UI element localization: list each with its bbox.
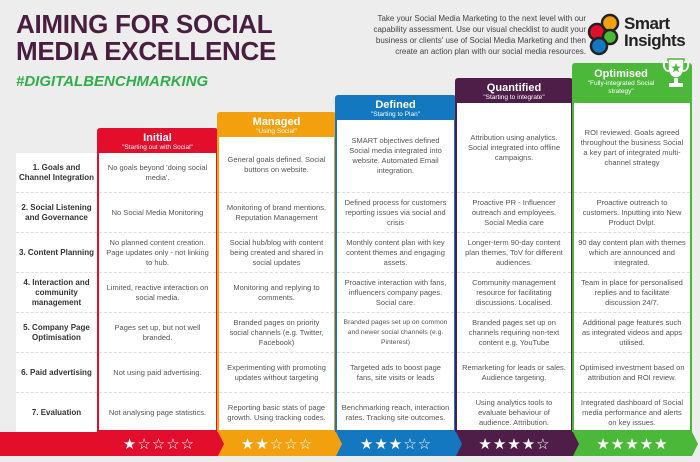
chevron-divider <box>456 432 462 456</box>
star-rating-initial: ★☆☆☆☆ <box>0 432 218 456</box>
star-rating-optimised: ★★★★★ <box>573 432 692 456</box>
level-column-initial: No goals beyond 'doing social media'. No… <box>97 153 218 432</box>
star-rating-defined: ★★★☆☆ <box>336 432 456 456</box>
cell: Monitoring and replying to comments. <box>219 273 334 313</box>
level-name: Optimised <box>594 68 648 80</box>
level-name: Defined <box>375 99 416 111</box>
cell: SMART objectives defined Social media in… <box>337 120 454 193</box>
level-subtitle: "Starting to integrate" <box>483 94 545 101</box>
chevron-divider <box>573 432 579 456</box>
cell: Monthly content plan with key content th… <box>337 233 454 273</box>
row-label: 5. Company Page Optimisation <box>16 313 97 353</box>
page-title: AIMING FOR SOCIAL MEDIA EXCELLENCE <box>16 11 276 65</box>
row-label: 4. Interaction and community management <box>16 273 97 313</box>
row-label: 1. Goals and Channel Integration <box>16 153 97 193</box>
hashtag: #DIGITALBENCHMARKING <box>16 73 209 90</box>
cell: Attribution using analytics. Social inte… <box>457 103 571 193</box>
cell: Experimenting with promoting updates wit… <box>219 353 334 393</box>
trophy-icon <box>662 58 690 87</box>
level-subtitle: "Starting out with Social" <box>122 144 193 151</box>
title-line-1: AIMING FOR SOCIAL <box>16 9 273 39</box>
star-icons: ★★★★☆ <box>478 436 551 453</box>
level-column-defined: SMART objectives defined Social media in… <box>335 120 456 432</box>
cell: Limited, reactive interaction on social … <box>99 273 216 313</box>
star-rating-managed: ★★☆☆☆ <box>218 432 336 456</box>
cell: Branded pages set up on channels requiri… <box>457 313 571 353</box>
row-label: 7. Evaluation <box>31 408 82 417</box>
cell: General goals defined. Social buttons on… <box>219 137 334 193</box>
level-subtitle: "Using Social" <box>256 128 297 135</box>
cell: Proactive PR - Influencer outreach and e… <box>457 193 571 233</box>
star-icons: ★★★★★ <box>596 436 669 453</box>
row-labels: 1. Goals and Channel Integration 2. Soci… <box>16 153 97 432</box>
level-header-quantified: Quantified "Starting to integrate" <box>455 78 573 104</box>
cell: Additional page features such as integra… <box>574 313 690 353</box>
row-label: 3. Content Planning <box>16 233 97 273</box>
star-icons: ★★☆☆☆ <box>240 436 314 453</box>
cell: Defined process for customers reporting … <box>337 193 454 233</box>
chevron-divider <box>336 432 342 456</box>
title-line-2: MEDIA EXCELLENCE <box>16 36 277 66</box>
cell: Integrated dashboard of Social media per… <box>580 397 684 427</box>
logo-text-smart: Smart <box>624 14 670 33</box>
cell: ROI reviewed. Goals agreed throughout th… <box>574 103 690 193</box>
level-name: Managed <box>252 116 301 128</box>
cell: Branded pages set up on common and newer… <box>337 313 454 353</box>
cell: Social hub/blog with content being creat… <box>219 233 334 273</box>
level-subtitle: "Fully-integrated Social strategy" <box>587 80 655 95</box>
level-column-optimised: ROI reviewed. Goals agreed throughout th… <box>572 103 692 432</box>
level-subtitle: "Starting to Plan" <box>370 111 421 118</box>
cell: Not using paid advertising. <box>99 353 216 393</box>
star-icons: ★★★☆☆ <box>359 436 433 453</box>
chevron-divider <box>692 432 698 456</box>
cell: Proactive outreach to customers. Inputti… <box>574 193 690 233</box>
cell: 90 day content plan with themes which ar… <box>574 233 690 273</box>
cell: Targeted ads to boost page fans, site vi… <box>337 353 454 393</box>
level-column-managed: General goals defined. Social buttons on… <box>217 137 336 432</box>
level-column-quantified: Attribution using analytics. Social inte… <box>455 103 573 432</box>
cell: Using analytics tools to evaluate behavi… <box>475 397 553 427</box>
star-icons: ★☆☆☆☆ <box>122 436 196 453</box>
level-header-defined: Defined "Starting to Plan" <box>335 95 456 121</box>
cell: Monitoring of brand mentions. Reputation… <box>219 193 334 233</box>
row-label: 6. Paid advertising <box>16 353 97 393</box>
cell: Not analysing page statistics. <box>108 407 207 417</box>
cell: Longer-term 90-day content plan themes, … <box>457 233 571 273</box>
level-name: Quantified <box>486 82 542 94</box>
intro-text: Take your Social Media Marketing to the … <box>373 14 586 56</box>
level-header-managed: Managed "Using Social" <box>217 112 336 138</box>
cell: Optimised investment based on attributio… <box>574 353 690 393</box>
cell: Remarketing for leads or sales. Audience… <box>457 353 571 393</box>
cell: Reporting basic stats of page growth. Us… <box>227 402 326 422</box>
cell: No goals beyond 'doing social media'. <box>99 153 216 193</box>
cell: Branded pages on priority social channel… <box>219 313 334 353</box>
cell: Pages set up, but not well branded. <box>99 313 216 353</box>
chevron-divider <box>218 432 224 456</box>
star-rating-quantified: ★★★★☆ <box>456 432 573 456</box>
row-label: 2. Social Listening and Governance <box>16 193 97 233</box>
cell: Community management resource for facili… <box>457 273 571 313</box>
cell: No Social Media Monitoring <box>99 193 216 233</box>
logo-text-insights: Insights <box>624 31 686 50</box>
smart-insights-logo: Smart Insights <box>586 12 696 62</box>
level-name: Initial <box>143 132 172 144</box>
cell: Team in place for personalised replies a… <box>574 273 690 313</box>
logo-mark-icon <box>587 13 620 56</box>
level-header-initial: Initial "Starting out with Social" <box>97 128 218 153</box>
cell: Proactive interaction with fans, influen… <box>337 273 454 313</box>
cell: Benchmarking reach, interaction rates. T… <box>341 402 450 422</box>
cell: No planned content creation. Page update… <box>99 233 216 273</box>
